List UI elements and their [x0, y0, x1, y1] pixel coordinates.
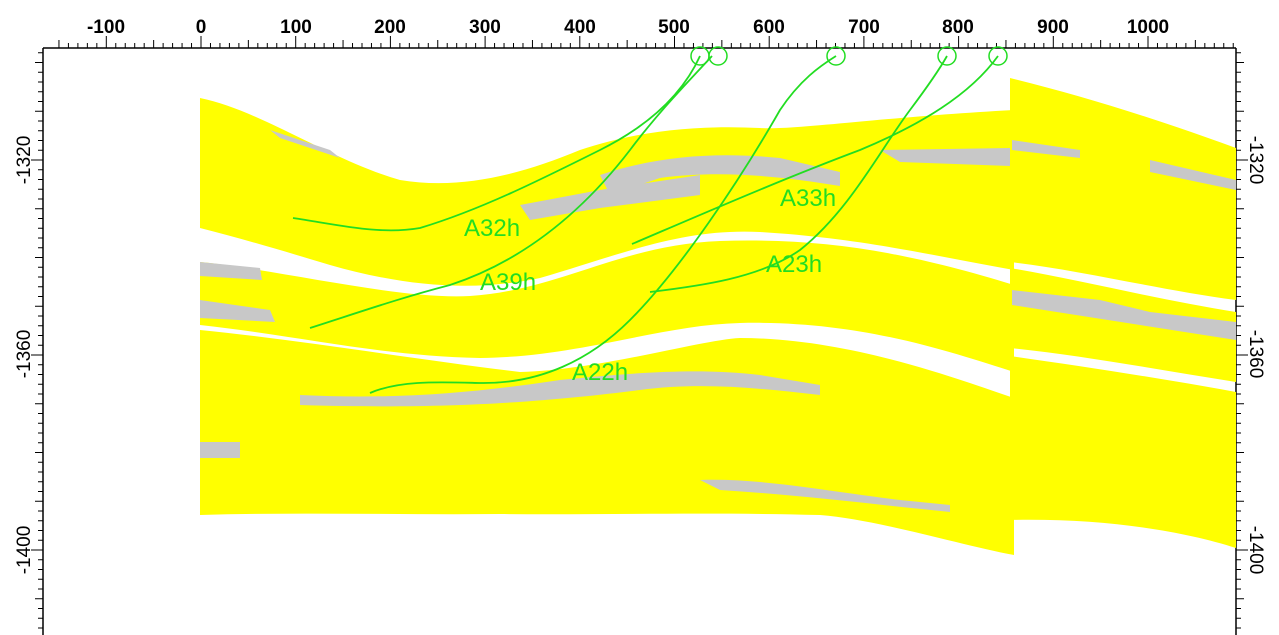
shale-streak [520, 175, 700, 220]
well-label-a39h: A39h [480, 269, 536, 296]
x-tick-label: -100 [87, 17, 125, 38]
zone-middle [200, 240, 1014, 372]
x-tick-label: 400 [564, 17, 596, 38]
shale-streak [880, 148, 1010, 166]
x-tick-label: 800 [942, 17, 974, 38]
x-axis-labels: -100 0 100 200 300 400 500 600 700 800 9… [87, 17, 1169, 38]
shale-streak [270, 130, 340, 158]
shale-streak [200, 300, 275, 322]
wellhead-symbol [988, 46, 1008, 66]
x-tick-label: 500 [658, 17, 690, 38]
well-path-a22h [369, 55, 837, 394]
x-tick-label: 100 [280, 17, 312, 38]
y-tick-label-left: -1360 [14, 330, 35, 379]
x-tick-label: 900 [1037, 17, 1069, 38]
x-tick-label: 1000 [1127, 17, 1169, 38]
shale-streak [200, 442, 240, 458]
shale-streak [600, 155, 840, 195]
x-tick-label: 300 [469, 17, 501, 38]
well-label-a33h: A33h [780, 185, 836, 212]
well-path-a32h [292, 55, 701, 232]
y-tick-label-right: -1320 [1245, 136, 1266, 185]
shale-streak [200, 262, 262, 280]
y-tick-label-right: -1400 [1245, 526, 1266, 575]
well-label-a23h: A23h [766, 251, 822, 278]
x-tick-label: 0 [196, 17, 207, 38]
well-path-a39h [309, 55, 713, 329]
wellhead-symbol [826, 46, 846, 66]
y-axis-labels-left: -1320 -1360 -1400 [14, 136, 35, 575]
y-tick-label-right: -1360 [1245, 330, 1266, 379]
shale-streak [1012, 140, 1080, 158]
y-tick-label-left: -1400 [14, 526, 35, 575]
x-tick-label: 200 [374, 17, 406, 38]
x-tick-label: 700 [848, 17, 880, 38]
shale-streak [1012, 290, 1236, 340]
y-axis-ticks-left [31, 52, 43, 629]
shale-streak [1150, 160, 1236, 190]
wellhead-symbol [708, 46, 728, 66]
zone-right-block [1010, 78, 1236, 300]
well-paths: A32h A39h A33h A23h A22h [292, 46, 1008, 394]
shale-streak [300, 371, 820, 407]
well-path-a33h [631, 55, 999, 245]
wellhead-symbols [690, 46, 1008, 66]
well-label-a32h: A32h [464, 215, 520, 242]
wellhead-symbol [937, 46, 957, 66]
y-tick-label-left: -1320 [14, 136, 35, 185]
x-tick-label: 600 [753, 17, 785, 38]
well-path-a23h [649, 55, 948, 293]
shale-streaks [200, 130, 1236, 512]
y-axis-labels-right: -1320 -1360 -1400 [1245, 136, 1266, 575]
well-label-a22h: A22h [572, 359, 628, 386]
shale-streak [700, 479, 950, 512]
x-axis-ticks [58, 36, 1234, 48]
y-axis-ticks-right [1236, 52, 1248, 629]
zone-right-block-low [1010, 356, 1236, 548]
